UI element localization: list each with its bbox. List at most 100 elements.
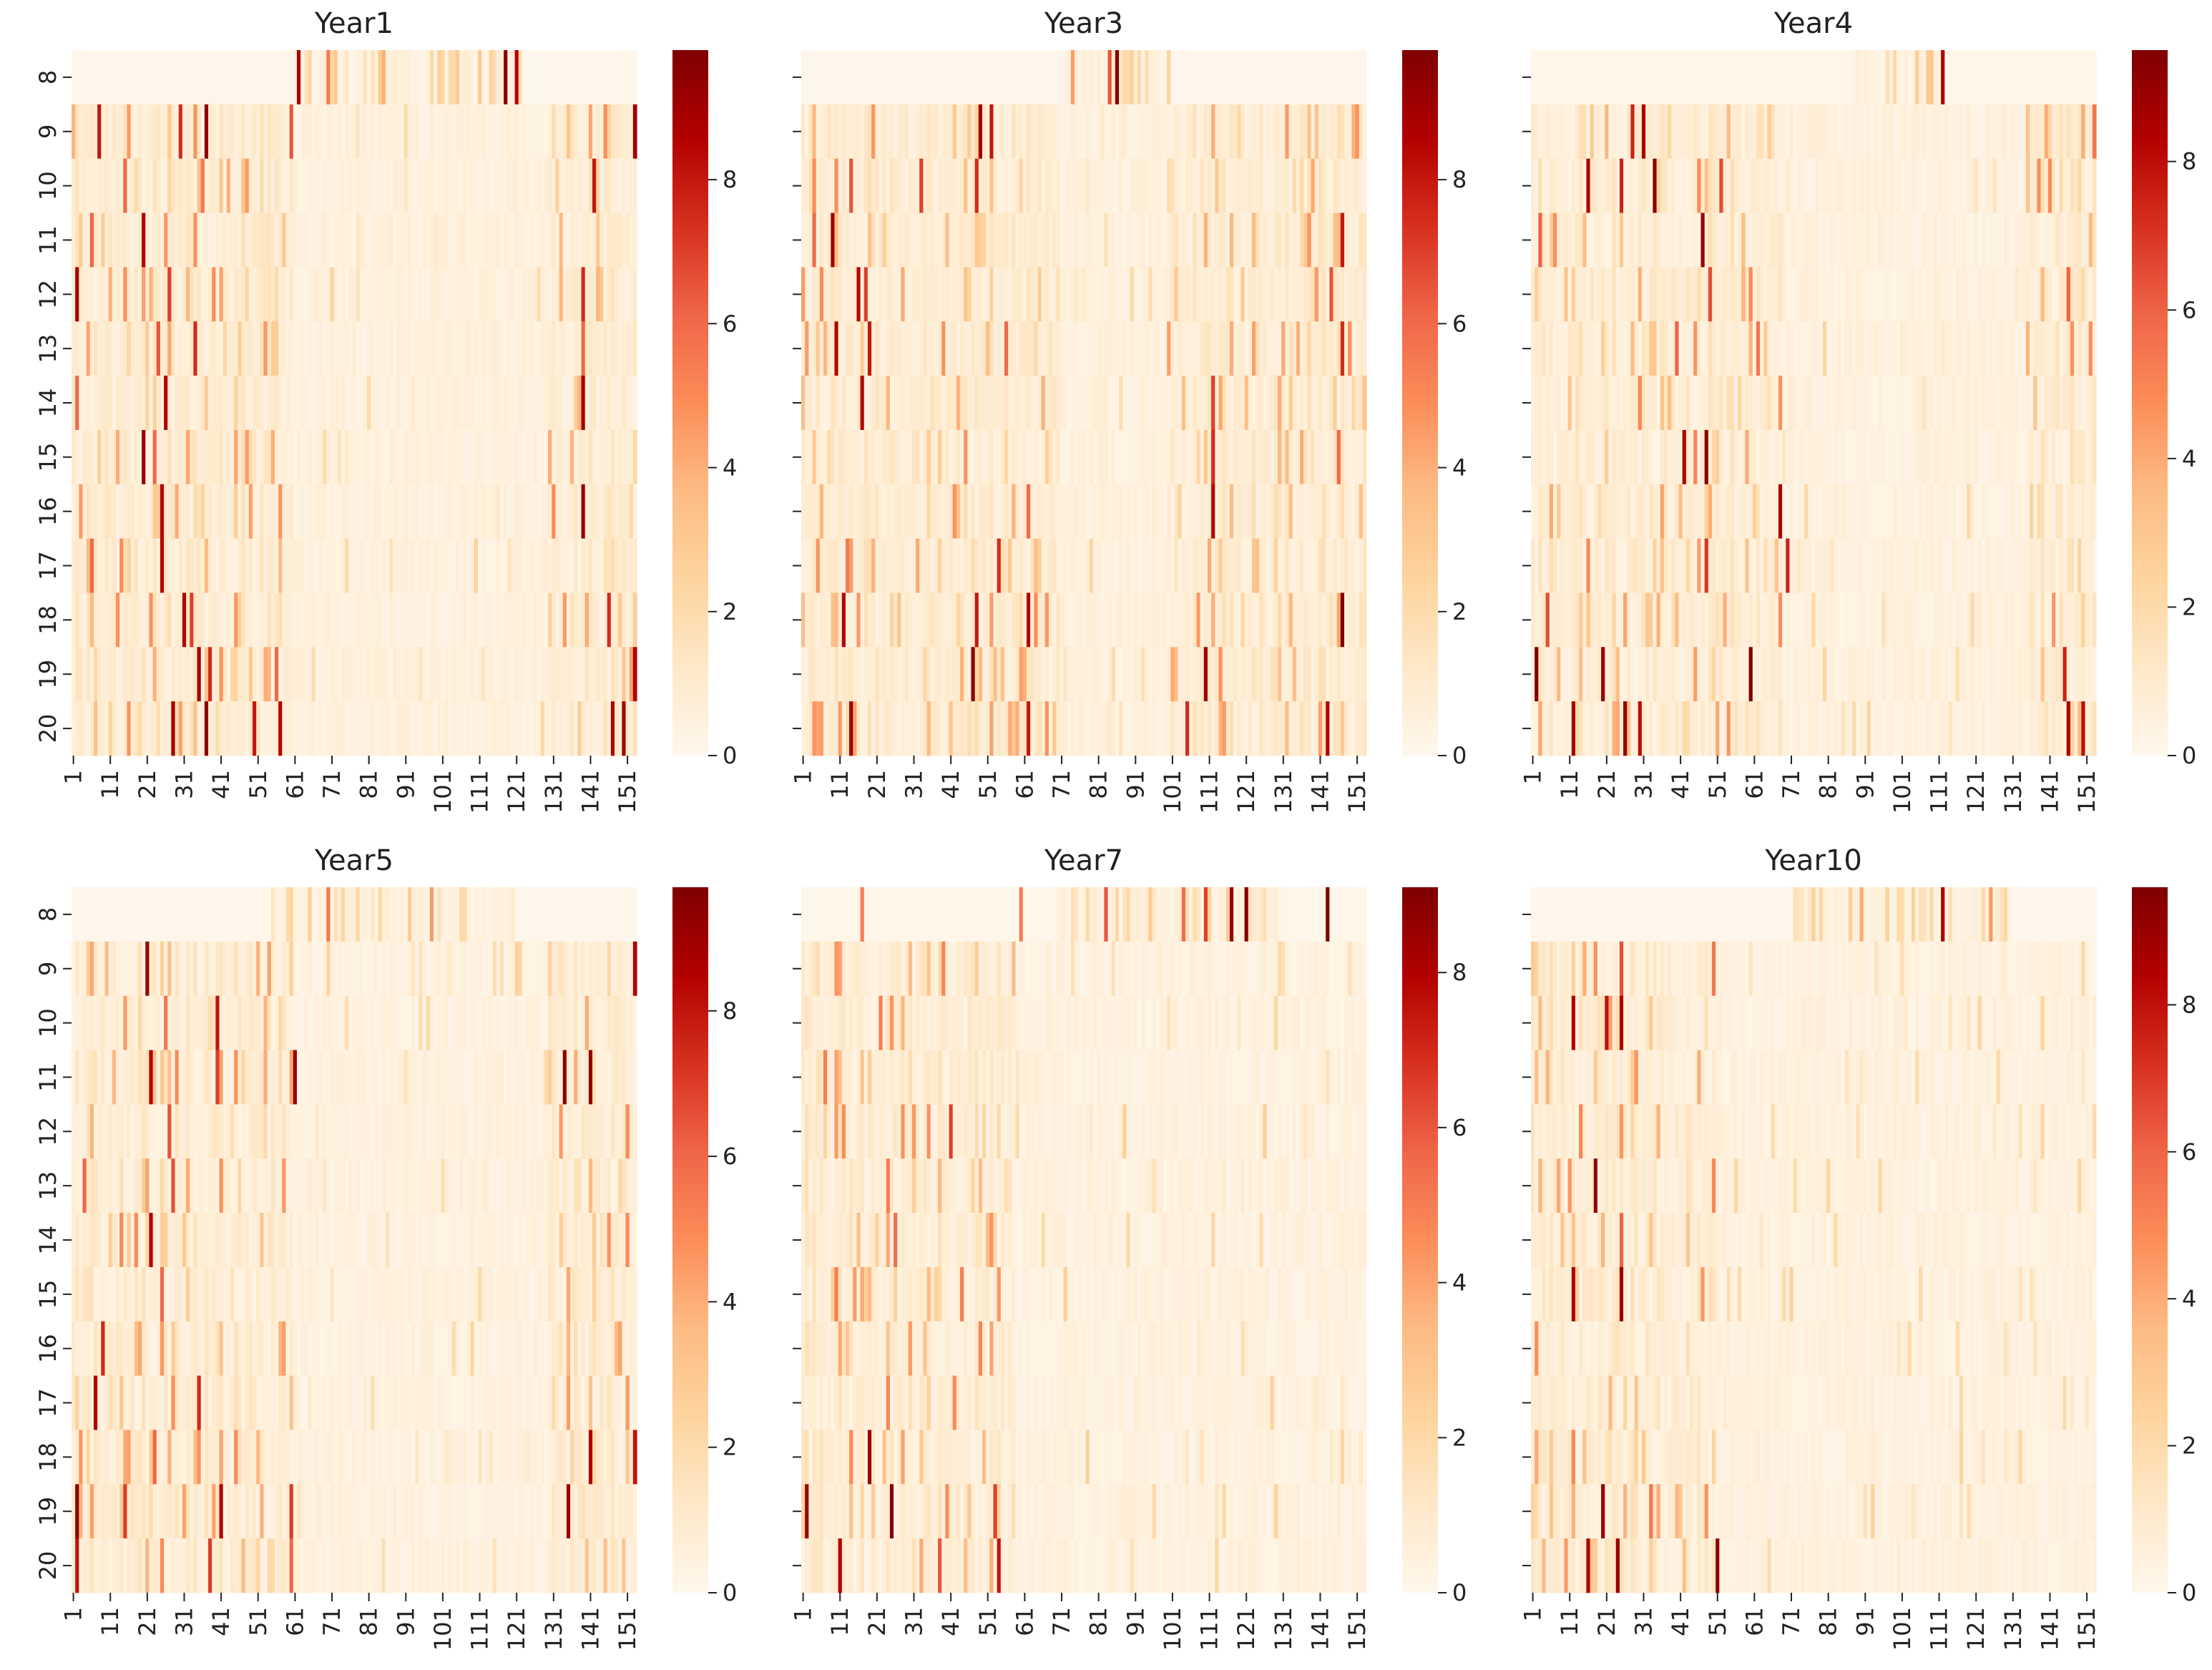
heatmap-cell [1601,50,1605,105]
heatmap-cell [537,158,542,213]
heatmap-cell [1203,429,1208,485]
heatmap-cell [559,647,564,702]
heatmap-cell [160,104,165,159]
heatmap-cell [1281,484,1286,539]
heatmap-cell [1288,158,1293,213]
heatmap-cell [1148,267,1153,322]
heatmap-cell [101,158,106,213]
heatmap-cell [451,50,456,105]
colorbar [1402,50,1438,756]
heatmap-cell [1590,213,1595,268]
heatmap-cell [318,158,323,213]
heatmap-cell [245,647,250,702]
heatmap-cell [160,50,165,105]
heatmap-cell [441,267,446,322]
heatmap-cell [974,50,979,105]
heatmap-cell [182,376,187,431]
heatmap-cell [1922,213,1927,268]
heatmap-cell [1266,267,1271,322]
heatmap-cell [1314,50,1319,105]
heatmap-cell [1248,538,1253,593]
x-tick-label: 21 [134,770,161,799]
heatmap-cell [845,321,850,376]
heatmap-cell [489,321,494,376]
heatmap-cell [938,104,942,159]
heatmap-cell [444,701,449,756]
heatmap-cell [79,484,84,539]
heatmap-cell [108,484,113,539]
heatmap-cell [1115,267,1120,322]
heatmap-cell [93,538,98,593]
heatmap-cell [1730,158,1735,213]
heatmap-cell [871,213,876,268]
heatmap-cell [470,538,475,593]
heatmap-cell [1723,50,1728,105]
heatmap-cell [945,701,950,756]
heatmap-cell [856,213,861,268]
heatmap-cell [1259,701,1264,756]
heatmap-cell [997,429,1002,485]
heatmap-cell [345,50,349,105]
heatmap-cell [119,538,124,593]
heatmap-cell [2003,158,2008,213]
heatmap-cell [1225,104,1230,159]
heatmap-cell [1340,538,1345,593]
heatmap-cell [323,104,327,159]
heatmap-cell [956,104,961,159]
heatmap-cell [371,267,375,322]
heatmap-cell [570,538,574,593]
heatmap-cell [1326,158,1330,213]
heatmap-cell [463,701,468,756]
heatmap-cell [1992,267,1997,322]
heatmap-cell [1248,267,1253,322]
heatmap-cell [300,321,305,376]
heatmap-cell [1634,104,1639,159]
heatmap-cell [831,213,836,268]
heatmap-cell [1333,104,1338,159]
heatmap-cell [1008,50,1012,105]
heatmap-cell [989,376,994,431]
heatmap-cell [522,647,527,702]
heatmap-cell [1671,104,1675,159]
heatmap-cell [459,267,464,322]
heatmap-cell [1752,158,1757,213]
heatmap-cell [389,158,393,213]
heatmap-cell [193,592,198,648]
heatmap-cell [819,158,824,213]
heatmap-cell [256,50,260,105]
heatmap-cell [526,158,530,213]
heatmap-cell [315,538,320,593]
heatmap-cell [1078,429,1083,485]
heatmap-cell [610,104,615,159]
heatmap-cell [2074,213,2078,268]
heatmap-cell [540,50,545,105]
heatmap-cell [152,267,157,322]
heatmap-cell [1012,484,1017,539]
heatmap-cell [171,484,176,539]
heatmap-cell [552,701,556,756]
heatmap-cell [356,592,361,648]
heatmap-cell [960,376,964,431]
heatmap-cell [1322,50,1326,105]
heatmap-cell [555,50,560,105]
heatmap-cell [326,484,331,539]
heatmap-cell [230,267,235,322]
heatmap-cell [894,647,898,702]
heatmap-cell [960,158,964,213]
heatmap-cell [511,158,516,213]
heatmap-cell [1926,321,1931,376]
heatmap-cell [2003,50,2008,105]
heatmap-cell [562,158,567,213]
heatmap-cell [356,50,361,105]
colorbar-tick-label: 2 [1452,598,1467,625]
heatmap-cell [993,267,998,322]
heatmap-cell [75,213,79,268]
heatmap-cell [889,592,894,648]
heatmap-cell [477,158,482,213]
heatmap-cell [248,701,253,756]
heatmap-cell [1678,321,1683,376]
heatmap-cell [548,647,552,702]
heatmap-cell [1278,104,1282,159]
heatmap-cell [396,484,401,539]
heatmap-cell [1089,104,1094,159]
